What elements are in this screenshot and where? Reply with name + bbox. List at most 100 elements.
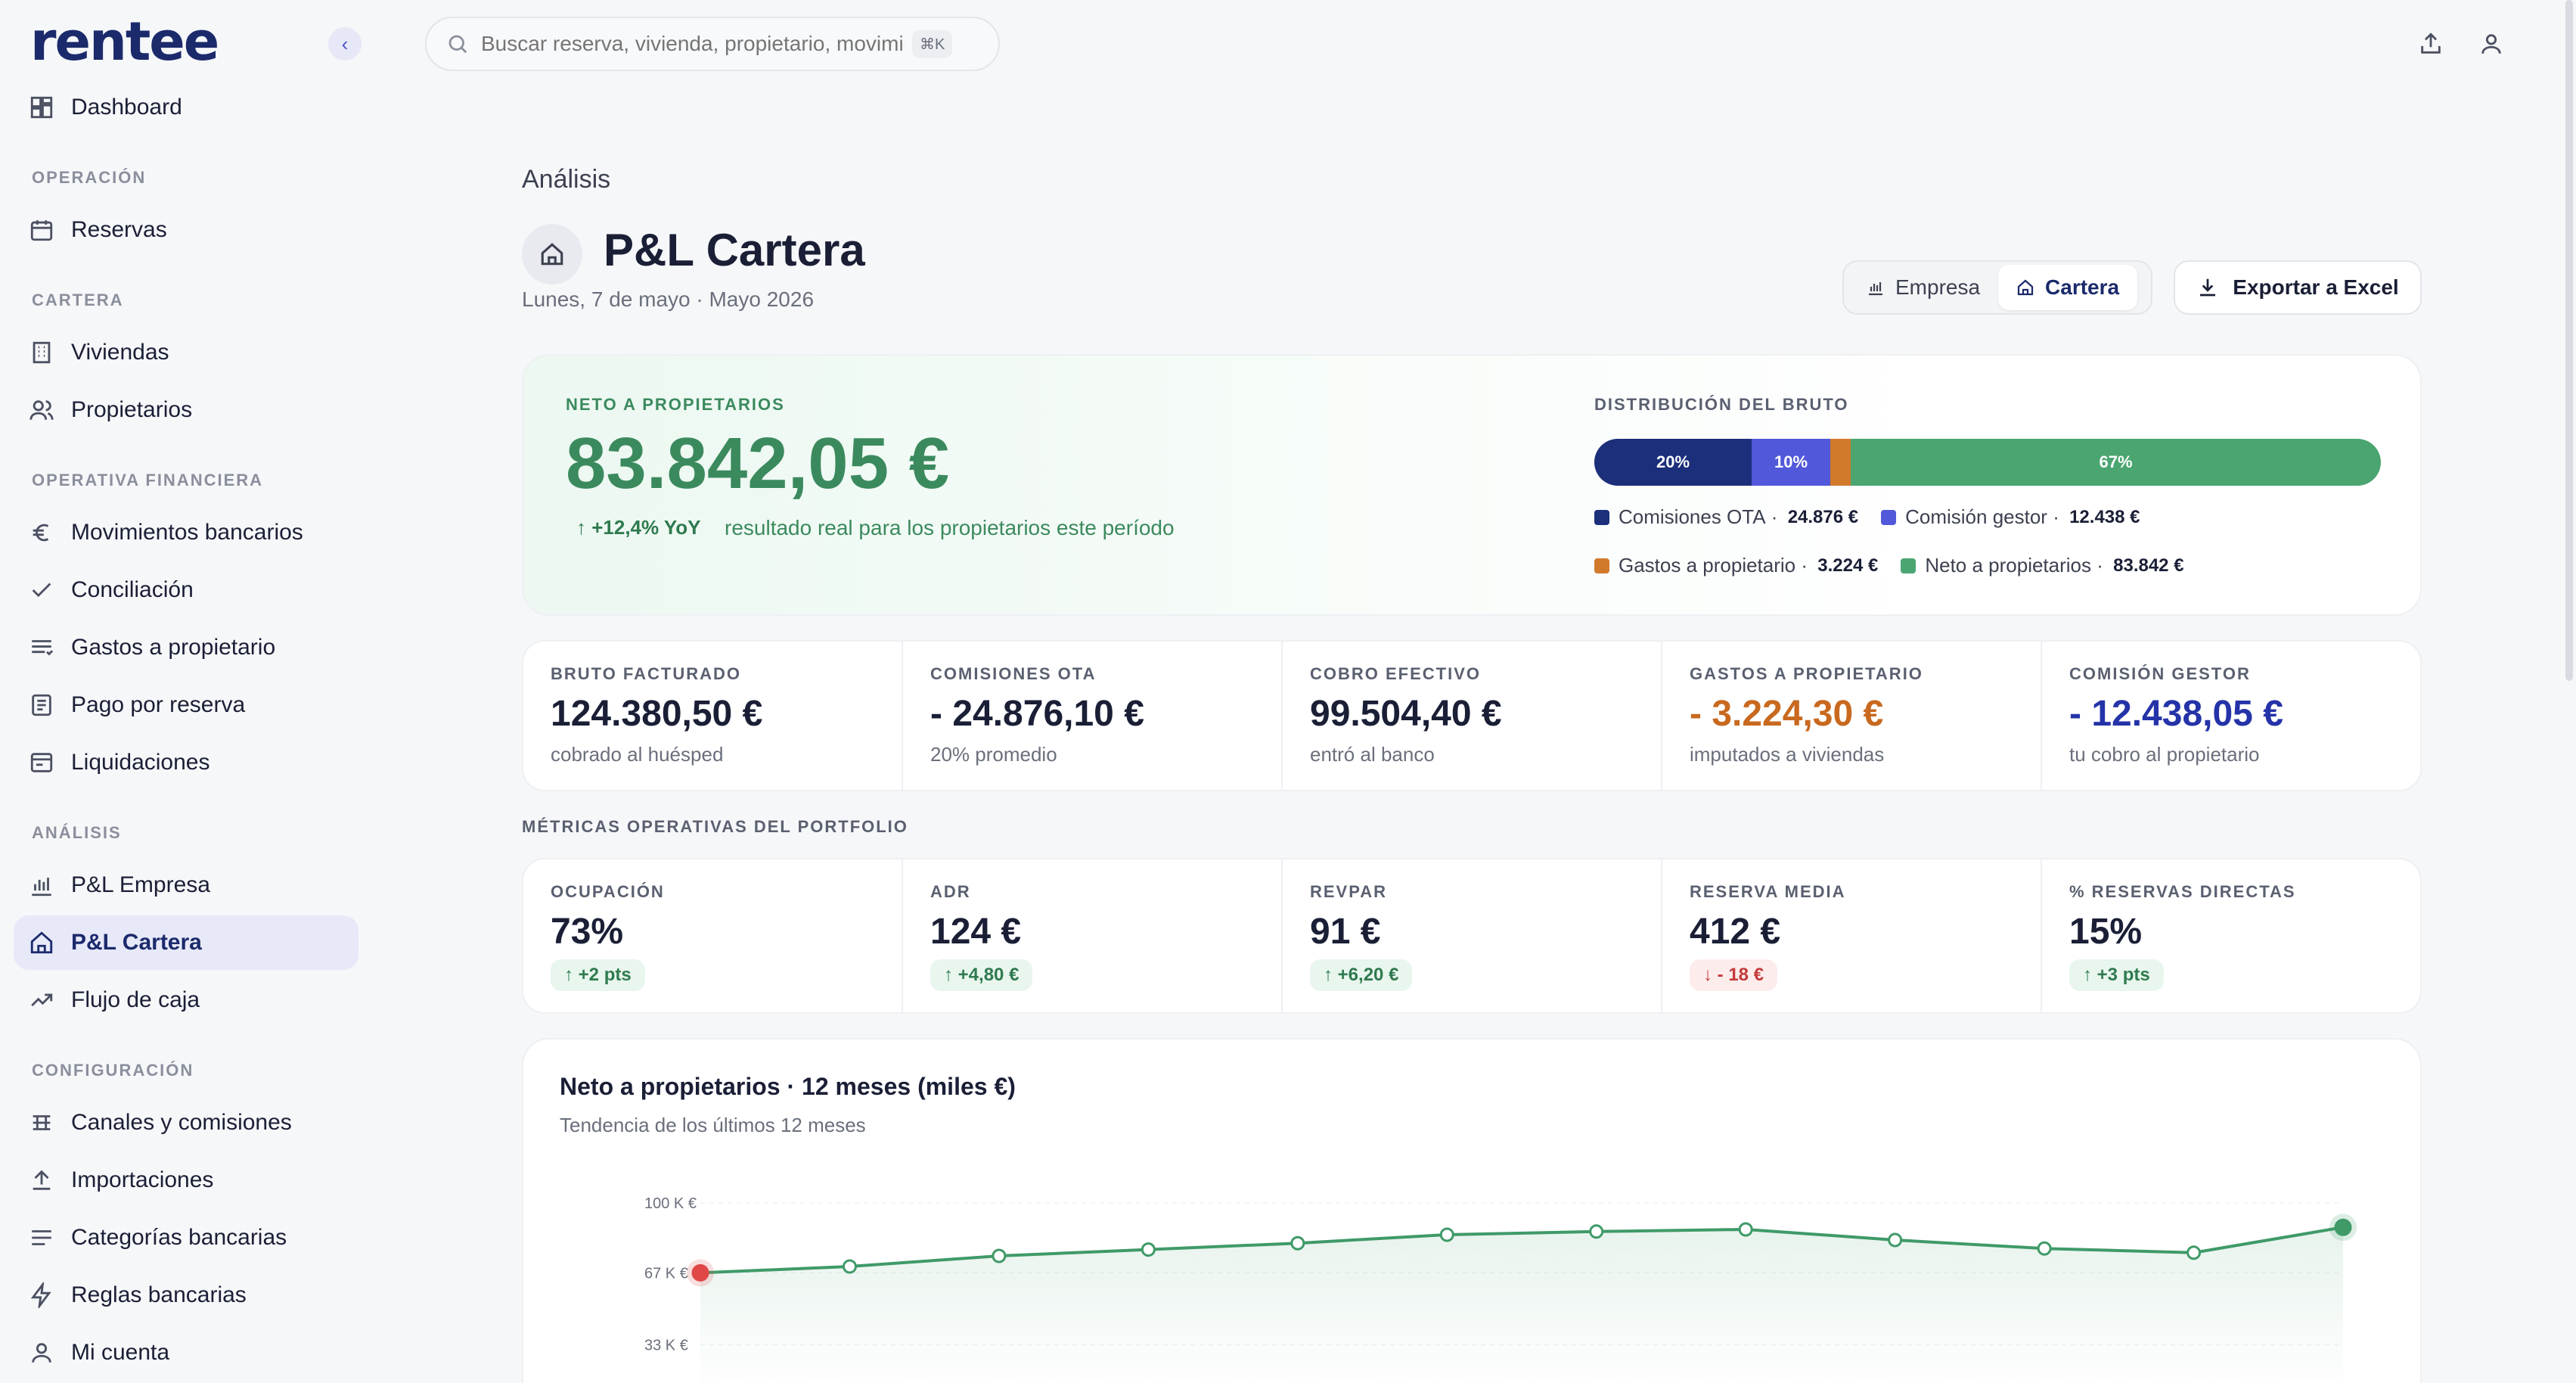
- sidebar-item-label: Reglas bancarias: [71, 1282, 247, 1307]
- kpi-comision-gestor: COMISIÓN GESTOR - 12.438,05 € tu cobro a…: [2042, 642, 2420, 790]
- legend-neto-propietarios: Neto a propietarios · 83.842 €: [1901, 554, 2184, 577]
- kpi-gastos-propietario: GASTOS A PROPIETARIO - 3.224,30 € imputa…: [1662, 642, 2042, 790]
- search-bar[interactable]: ⌘K: [425, 17, 1000, 71]
- sidebar-item-canales-comisiones[interactable]: Canales y comisiones: [14, 1096, 358, 1150]
- sidebar-item-movimientos-bancarios[interactable]: Movimientos bancarios: [14, 505, 358, 560]
- collapse-sidebar-button[interactable]: ‹: [328, 27, 362, 61]
- trend-up-icon: [27, 986, 56, 1015]
- chart-point-9[interactable]: [2037, 1241, 2052, 1256]
- distribution-segment-3: 67%: [1851, 439, 2381, 486]
- upload-icon: [27, 1166, 56, 1195]
- sidebar-item-importaciones[interactable]: Importaciones: [14, 1153, 358, 1207]
- legend-swatch: [1594, 558, 1609, 573]
- users-icon: [27, 396, 56, 424]
- sidebar-item-reservas[interactable]: Reservas: [14, 203, 358, 257]
- chart-point-10[interactable]: [2186, 1245, 2202, 1260]
- rentee-logo[interactable]: rentee: [30, 11, 219, 73]
- line-chart: 100 K € 67 K € 33 K €: [644, 1195, 2357, 1383]
- metric-reservas-directas: % RESERVAS DIRECTAS 15% ↑ +3 pts: [2042, 859, 2420, 1012]
- chart-point-1[interactable]: [842, 1259, 857, 1274]
- kpi-sub: cobrado al huésped: [551, 743, 724, 766]
- hero-description: resultado real para los propietarios est…: [725, 516, 1175, 539]
- chart-point-0[interactable]: [691, 1263, 709, 1282]
- metric-value: 124 €: [930, 912, 1022, 952]
- nav-section-operativa-financiera: OPERATIVA FINANCIERA: [32, 471, 264, 489]
- kpi-value: - 12.438,05 €: [2069, 694, 2283, 734]
- chart-point-4[interactable]: [1290, 1235, 1305, 1251]
- legend-name: Comisión gestor: [1905, 505, 2047, 528]
- page-title: P&L Cartera: [604, 225, 865, 275]
- sidebar-item-pago-por-reserva[interactable]: Pago por reserva: [14, 678, 358, 732]
- search-input[interactable]: [481, 32, 905, 56]
- sidebar-item-dashboard[interactable]: Dashboard: [14, 80, 358, 135]
- sidebar-item-label: Movimientos bancarios: [71, 520, 303, 545]
- sidebar-item-pl-empresa[interactable]: P&L Empresa: [14, 858, 358, 912]
- chart-point-11[interactable]: [2334, 1218, 2352, 1236]
- chart-point-7[interactable]: [1738, 1222, 1753, 1237]
- sidebar-item-pl-cartera[interactable]: P&L Cartera: [14, 915, 358, 970]
- sidebar-item-propietarios[interactable]: Propietarios: [14, 383, 358, 437]
- calendar-icon: [27, 216, 56, 244]
- kpi-sub: entró al banco: [1310, 743, 1435, 766]
- kpi-label: COMISIÓN GESTOR: [2069, 664, 2251, 683]
- home-icon: [2017, 279, 2034, 296]
- kpi-sub: 20% promedio: [930, 743, 1057, 766]
- sidebar-item-conciliacion[interactable]: Conciliación: [14, 563, 358, 617]
- sidebar-item-liquidaciones[interactable]: Liquidaciones: [14, 735, 358, 790]
- chart-point-5[interactable]: [1439, 1227, 1454, 1242]
- toggle-cartera[interactable]: Cartera: [1998, 265, 2138, 310]
- dashboard-icon: [27, 93, 56, 122]
- metric-value: 412 €: [1690, 912, 1781, 952]
- export-label: Exportar a Excel: [2233, 275, 2399, 299]
- sidebar-item-categorias-bancarias[interactable]: Categorías bancarias: [14, 1211, 358, 1265]
- user-icon: [27, 1338, 56, 1367]
- toggle-empresa-label: Empresa: [1895, 275, 1981, 299]
- kpi-sub: tu cobro al propietario: [2069, 743, 2260, 766]
- share-upload-icon: [2421, 33, 2441, 54]
- user-menu-button[interactable]: [2475, 27, 2508, 61]
- share-button[interactable]: [2414, 27, 2447, 61]
- sidebar-item-gastos-propietario[interactable]: Gastos a propietario: [14, 620, 358, 675]
- neto-chart-card: Neto a propietarios · 12 meses (miles €)…: [522, 1038, 2422, 1383]
- page-title-home-icon: [522, 224, 582, 284]
- sidebar-item-reglas-bancarias[interactable]: Reglas bancarias: [14, 1268, 358, 1322]
- sidebar-item-flujo-de-caja[interactable]: Flujo de caja: [14, 973, 358, 1027]
- metric-change-badge: ↓ - 18 €: [1690, 959, 1778, 991]
- export-excel-button[interactable]: Exportar a Excel: [2174, 260, 2422, 315]
- sidebar-item-viviendas[interactable]: Viviendas: [14, 325, 358, 380]
- hero-value: 83.842,05 €: [566, 423, 950, 504]
- chart-subtitle: Tendencia de los últimos 12 meses: [560, 1114, 866, 1136]
- kpi-value: - 24.876,10 €: [930, 694, 1144, 734]
- chart-point-6[interactable]: [1589, 1224, 1604, 1239]
- legend-amount: 24.876 €: [1787, 506, 1859, 527]
- kpi-label: COBRO EFECTIVO: [1310, 664, 1482, 683]
- legend-gastos-propietario: Gastos a propietario · 3.224 €: [1594, 554, 1878, 577]
- chart-point-2[interactable]: [992, 1248, 1007, 1263]
- bar-chart-icon: [1869, 282, 1882, 296]
- legend-swatch: [1594, 509, 1609, 525]
- kpi-value: 99.504,40 €: [1310, 694, 1502, 734]
- metric-change-badge: ↑ +3 pts: [2069, 959, 2164, 991]
- toggle-empresa[interactable]: Empresa: [1848, 265, 1998, 310]
- kpi-value: - 3.224,30 €: [1690, 694, 1884, 734]
- legend-name: Comisiones OTA: [1619, 505, 1766, 528]
- legend-amount: 12.438 €: [2069, 506, 2140, 527]
- legend-swatch: [1881, 509, 1897, 525]
- page-scrollbar[interactable]: [2565, 0, 2573, 681]
- chart-point-8[interactable]: [1888, 1232, 1903, 1248]
- sidebar-item-label: Conciliación: [71, 577, 194, 602]
- sidebar-item-label: Mi cuenta: [71, 1340, 170, 1365]
- hero-label: NETO A PROPIETARIOS: [566, 395, 785, 414]
- chart-point-3[interactable]: [1141, 1242, 1156, 1257]
- kpi-comisiones-ota: COMISIONES OTA - 24.876,10 € 20% promedi…: [903, 642, 1283, 790]
- metric-reserva-media: RESERVA MEDIA 412 € ↓ - 18 €: [1662, 859, 2042, 1012]
- sidebar-item-label: Liquidaciones: [71, 750, 210, 775]
- legend-amount: 83.842 €: [2113, 555, 2184, 576]
- kpi-row: BRUTO FACTURADO 124.380,50 € cobrado al …: [522, 640, 2422, 791]
- metric-ocupacion: OCUPACIÓN 73% ↑ +2 pts: [523, 859, 903, 1012]
- bar-chart-icon: [27, 871, 56, 900]
- search-icon: [448, 35, 467, 54]
- sidebar-item-mi-cuenta[interactable]: Mi cuenta: [14, 1326, 358, 1380]
- breadcrumb[interactable]: Análisis: [522, 165, 611, 194]
- legend-amount: 3.224 €: [1817, 555, 1879, 576]
